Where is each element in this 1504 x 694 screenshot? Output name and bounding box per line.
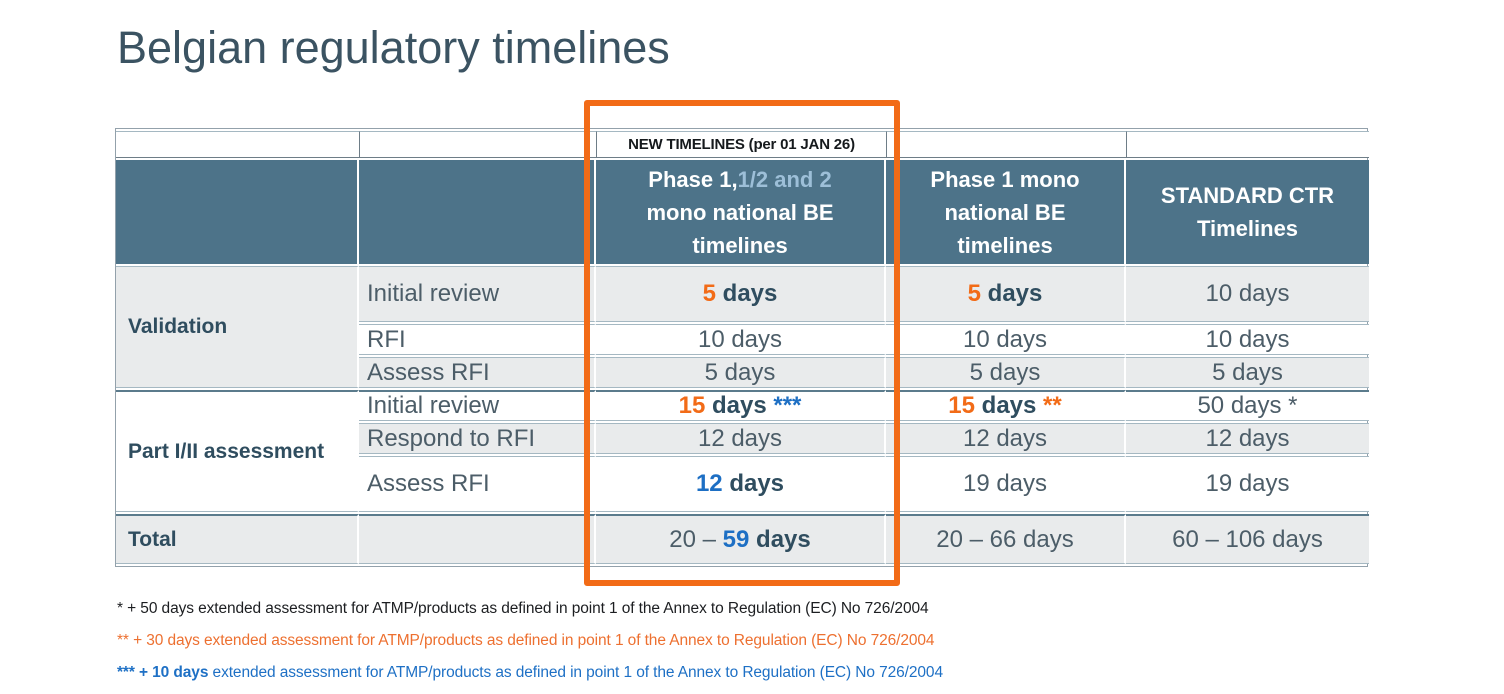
total-empty-cell xyxy=(359,514,596,564)
value-cell: 15 days *** xyxy=(596,390,886,421)
footnote-1: * + 50 days extended assessment for ATMP… xyxy=(117,600,929,617)
section-label-validation: Validation xyxy=(116,266,359,388)
value-cell: 15 days ** xyxy=(886,390,1126,421)
row-validation-rfi: RFI 10 days 10 days 10 days xyxy=(116,324,1369,355)
value-cell: 19 days xyxy=(886,456,1126,512)
step-label: RFI xyxy=(359,324,596,355)
value-cell: 50 days * xyxy=(1126,390,1369,421)
value-cell: 5 days xyxy=(886,266,1126,322)
new-timelines-banner: NEW TIMELINES (per 01 JAN 26) xyxy=(596,131,886,158)
value-cell: 5 days xyxy=(596,357,886,388)
value-cell: 5 days xyxy=(1126,357,1369,388)
footnotes: * + 50 days extended assessment for ATMP… xyxy=(117,598,943,694)
step-label: Initial review xyxy=(359,390,596,421)
col-header-phase1-12-2: Phase 1,1/2 and 2 mono national BE timel… xyxy=(596,160,886,264)
section-label-part-assessment: Part I/II assessment xyxy=(116,390,359,512)
header-row: Phase 1,1/2 and 2 mono national BE timel… xyxy=(116,160,1369,264)
value-cell: 10 days xyxy=(596,324,886,355)
col-header-standard-ctr: STANDARD CTR Timelines xyxy=(1126,160,1369,264)
value-cell: 19 days xyxy=(1126,456,1369,512)
timelines-table: NEW TIMELINES (per 01 JAN 26) Phase 1,1/… xyxy=(115,128,1369,567)
row-total: Total 20 – 59 days 20 – 66 days 60 – 106… xyxy=(116,514,1369,564)
banner-empty-cell xyxy=(116,131,359,158)
page-title: Belgian regulatory timelines xyxy=(117,22,670,73)
step-label: Respond to RFI xyxy=(359,423,596,454)
header-text-lightblue: 1/2 and 2 xyxy=(737,166,832,192)
step-label: Assess RFI xyxy=(359,456,596,512)
value-cell-total: 60 – 106 days xyxy=(1126,514,1369,564)
step-label: Assess RFI xyxy=(359,357,596,388)
col-header-phase1-mono: Phase 1 mono national BE timelines xyxy=(886,160,1126,264)
row-part-assess-rfi: Assess RFI 12 days 19 days 19 days xyxy=(116,456,1369,512)
banner-empty-cell xyxy=(1126,131,1369,158)
value-cell: 10 days xyxy=(886,324,1126,355)
row-validation-assess-rfi: Assess RFI 5 days 5 days 5 days xyxy=(116,357,1369,388)
value-cell: 10 days xyxy=(1126,324,1369,355)
value-cell: 12 days xyxy=(596,423,886,454)
banner-empty-cell xyxy=(359,131,596,158)
value-cell: 12 days xyxy=(596,456,886,512)
header-text-white: Phase 1, xyxy=(648,166,738,192)
value-cell: 10 days xyxy=(1126,266,1369,322)
footnote-2: ** + 30 days extended assessment for ATM… xyxy=(117,632,935,649)
value-cell-total: 20 – 66 days xyxy=(886,514,1126,564)
row-part-initial-review: Part I/II assessment Initial review 15 d… xyxy=(116,390,1369,512)
value-cell: 12 days xyxy=(886,423,1126,454)
banner-empty-cell xyxy=(886,131,1126,158)
value-cell: 5 days xyxy=(596,266,886,322)
header-text-rest: mono national BE timelines xyxy=(646,199,834,258)
header-empty-cell xyxy=(116,160,359,264)
value-cell: 5 days xyxy=(886,357,1126,388)
footnote-3: *** + 10 days extended assessment for AT… xyxy=(117,664,943,681)
section-label-total: Total xyxy=(116,514,359,564)
value-cell-total: 20 – 59 days xyxy=(596,514,886,564)
value-cell: 12 days xyxy=(1126,423,1369,454)
banner-row: NEW TIMELINES (per 01 JAN 26) xyxy=(116,131,1369,158)
row-part-respond-rfi: Respond to RFI 12 days 12 days 12 days xyxy=(116,423,1369,454)
row-validation-initial-review: Validation Initial review 5 days 5 days … xyxy=(116,266,1369,388)
regulatory-timelines-table: NEW TIMELINES (per 01 JAN 26) Phase 1,1/… xyxy=(116,129,1369,566)
step-label: Initial review xyxy=(359,266,596,322)
header-empty-cell xyxy=(359,160,596,264)
